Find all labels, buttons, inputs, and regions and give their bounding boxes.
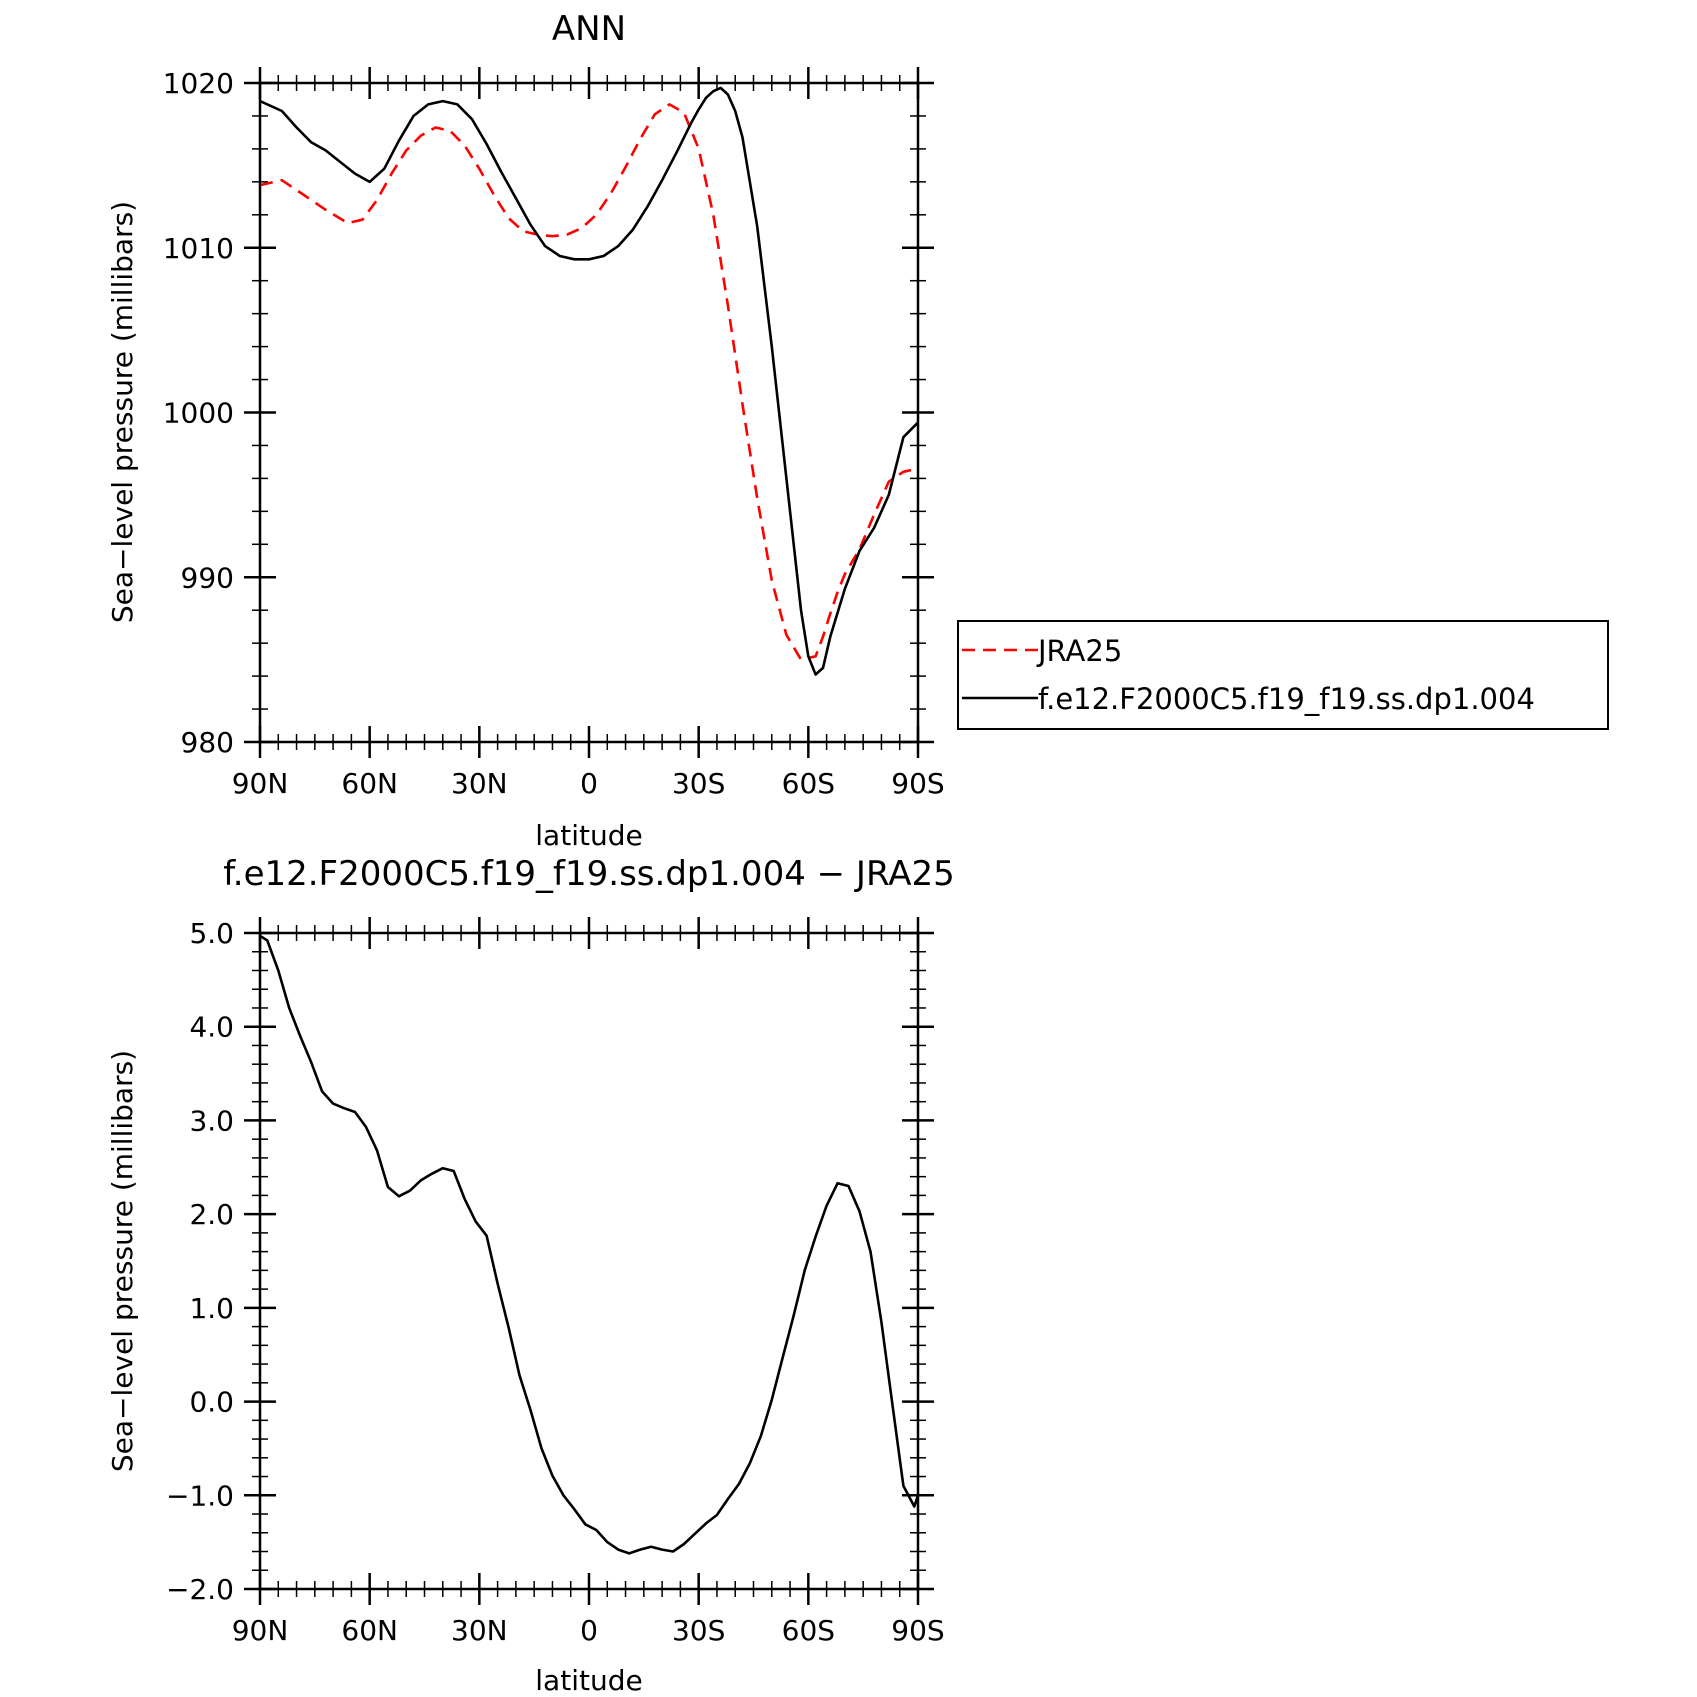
y-tick-label: 3.0 bbox=[189, 1104, 234, 1137]
x-tick-label: 90S bbox=[891, 1614, 944, 1647]
top-chart-major-ticks bbox=[244, 67, 934, 758]
y-tick-label: −2.0 bbox=[166, 1573, 234, 1606]
top-chart-y-tick-labels: 980 990 1000 1010 1020 bbox=[163, 67, 234, 759]
bottom-chart-y-axis-label: Sea−level pressure (millibars) bbox=[106, 1050, 139, 1472]
y-tick-label: 1000 bbox=[163, 397, 234, 430]
x-tick-label: 60S bbox=[782, 767, 835, 800]
bottom-chart-title: f.e12.F2000C5.f19_f19.ss.dp1.004 − JRA25 bbox=[223, 854, 954, 894]
y-tick-label: −1.0 bbox=[166, 1479, 234, 1512]
top-chart-plot-frame bbox=[258, 81, 920, 744]
bottom-chart-x-axis-label: latitude bbox=[535, 1664, 642, 1697]
y-tick-label: 1010 bbox=[163, 232, 234, 265]
bottom-chart-series bbox=[259, 934, 920, 1555]
top-chart-x-tick-labels: 90N 60N 30N 0 30S 60S 90S bbox=[232, 767, 945, 800]
x-tick-label: 0 bbox=[580, 767, 598, 800]
x-tick-label: 60N bbox=[341, 767, 398, 800]
bottom-chart-y-tick-labels: −2.0 −1.0 0.0 1.0 2.0 3.0 4.0 5.0 bbox=[166, 917, 234, 1606]
legend-box bbox=[957, 620, 1609, 730]
x-tick-label: 30S bbox=[672, 767, 725, 800]
top-chart-y-axis-label: Sea−level pressure (millibars) bbox=[106, 201, 139, 623]
bottom-chart-minor-ticks bbox=[252, 925, 926, 1597]
x-tick-label: 60N bbox=[341, 1614, 398, 1647]
top-chart-series bbox=[259, 86, 919, 676]
x-tick-label: 30S bbox=[672, 1614, 725, 1647]
x-tick-label: 90N bbox=[232, 767, 289, 800]
x-tick-label: 90S bbox=[891, 767, 944, 800]
bottom-chart-major-ticks bbox=[244, 917, 934, 1605]
y-tick-label: 980 bbox=[181, 726, 234, 759]
series-line-jra25 bbox=[259, 103, 919, 661]
x-tick-label: 0 bbox=[580, 1614, 598, 1647]
legend-label-model: f.e12.F2000C5.f19_f19.ss.dp1.004 bbox=[1038, 682, 1535, 716]
top-chart-title: ANN bbox=[552, 9, 626, 49]
x-tick-label: 90N bbox=[232, 1614, 289, 1647]
x-tick-label: 60S bbox=[782, 1614, 835, 1647]
y-tick-label: 2.0 bbox=[189, 1198, 234, 1231]
top-chart-minor-ticks bbox=[252, 75, 926, 750]
y-tick-label: 0.0 bbox=[189, 1386, 234, 1419]
y-tick-label: 5.0 bbox=[189, 917, 234, 950]
y-tick-label: 990 bbox=[181, 561, 234, 594]
bottom-chart-x-tick-labels: 90N 60N 30N 0 30S 60S 90S bbox=[232, 1614, 945, 1647]
x-tick-label: 30N bbox=[451, 767, 508, 800]
bottom-chart-panel: f.e12.F2000C5.f19_f19.ss.dp1.004 − JRA25… bbox=[106, 854, 955, 1697]
legend-label-jra25: JRA25 bbox=[1036, 634, 1122, 668]
y-tick-label: 4.0 bbox=[189, 1011, 234, 1044]
y-tick-label: 1.0 bbox=[189, 1292, 234, 1325]
series-line-f-e12-f2000c5-f19-f19-ss-dp1-004 bbox=[259, 86, 919, 676]
difference-series-line bbox=[259, 934, 920, 1555]
top-chart-x-axis-label: latitude bbox=[535, 819, 642, 852]
y-tick-label: 1020 bbox=[163, 67, 234, 100]
legend: JRA25 f.e12.F2000C5.f19_f19.ss.dp1.004 bbox=[957, 620, 1609, 730]
x-tick-label: 30N bbox=[451, 1614, 508, 1647]
bottom-chart-plot-frame bbox=[258, 931, 920, 1591]
